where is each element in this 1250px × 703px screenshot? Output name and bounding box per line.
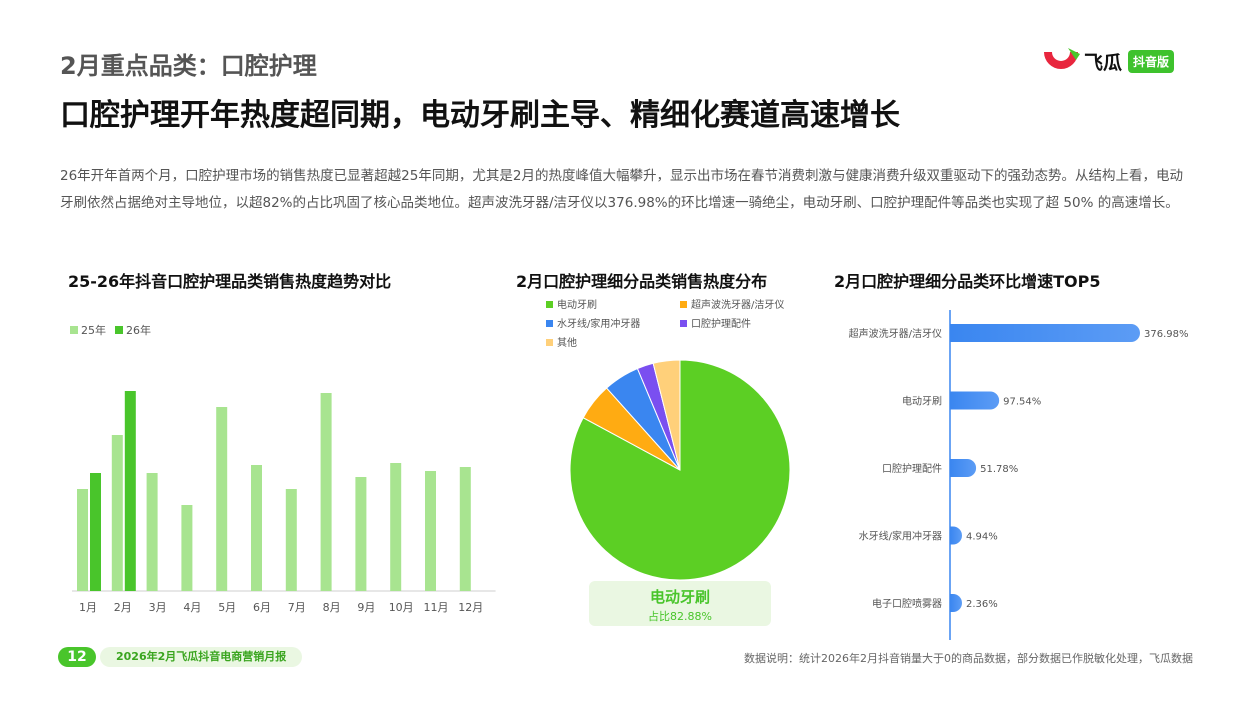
hbar-category-label: 电子口腔喷雾器 <box>872 597 942 610</box>
x-tick-label: 10月 <box>389 601 414 614</box>
hbar-3 <box>950 459 977 477</box>
pie-legend-swatch-5 <box>546 339 553 346</box>
x-tick-label: 2月 <box>114 601 132 614</box>
legend-label-2: 26年 <box>126 323 151 337</box>
x-tick-label: 8月 <box>323 601 341 614</box>
section-subtitle: 2月重点品类：口腔护理 <box>60 52 317 80</box>
intro-paragraph: 26年开年首两个月，口腔护理市场的销售热度已显著超越25年同期，尤其是2月的热度… <box>60 168 1183 211</box>
watermelon-logo-icon <box>1044 48 1080 69</box>
pie-legend-swatch-4 <box>680 320 687 327</box>
bar-25-5 <box>216 407 228 591</box>
growth-chart-title: 2月口腔护理细分品类环比增速TOP5 <box>834 272 1101 291</box>
bar-25-8 <box>320 393 332 591</box>
pie-legend-swatch-1 <box>546 301 553 308</box>
x-tick-label: 9月 <box>357 601 375 614</box>
bar-25-1 <box>77 489 88 591</box>
hbar-value-label: 97.54% <box>1003 397 1041 408</box>
bar-25-2 <box>111 435 123 591</box>
hbar-2 <box>950 391 1000 410</box>
hbar-5 <box>950 594 962 612</box>
x-tick-label: 11月 <box>424 601 449 614</box>
hbar-value-label: 2.36% <box>966 599 998 610</box>
page-number: 12 <box>58 647 96 667</box>
x-tick-label: 5月 <box>218 601 236 614</box>
brand-logo: 飞瓜 抖音版 <box>1040 44 1175 78</box>
x-tick-label: 3月 <box>149 601 167 614</box>
hbar-value-label: 376.98% <box>1144 329 1189 340</box>
hbar-1 <box>950 324 1140 342</box>
logo-name: 飞瓜 <box>1084 51 1123 74</box>
pie-chart-title: 2月口腔护理细分品类销售热度分布 <box>516 272 768 291</box>
logo-badge: 抖音版 <box>1128 49 1175 73</box>
x-tick-label: 7月 <box>288 601 306 614</box>
legend-label-1: 25年 <box>81 323 106 337</box>
x-tick-label: 6月 <box>253 601 271 614</box>
trend-bar-chart: 25年 26年 1月 2月 3月 4月 5月 6月 7月 8月 9月 10月 11月 12月 <box>70 323 496 614</box>
legend-swatch-2 <box>115 326 123 334</box>
pie-legend-label-5: 其他 <box>557 336 577 349</box>
bar-26-2 <box>124 391 136 591</box>
pie-legend-label-1: 电动牙刷 <box>557 298 597 311</box>
data-note: 数据说明：统计2026年2月抖音销量大于0的商品数据，部分数据已作脱敏化处理，飞… <box>744 652 1193 665</box>
hbar-category-label: 电动牙刷 <box>902 395 942 408</box>
legend-swatch-1 <box>70 326 78 334</box>
hbar-category-label: 超声波洗牙器/洁牙仪 <box>849 327 942 340</box>
pie-slice-5 <box>652 359 681 471</box>
bar-25-6 <box>251 465 262 591</box>
pie-legend-label-3: 水牙线/家用冲牙器 <box>557 317 640 330</box>
callout-share: 占比82.88% <box>648 610 712 623</box>
growth-hbar-chart: 超声波洗牙器/洁牙仪 376.98% 电动牙刷 97.54% 口腔护理配件 51.78% 水… <box>849 310 1189 640</box>
pie-legend-label-2: 超声波洗牙器/洁牙仪 <box>691 298 784 311</box>
pie-legend-label-4: 口腔护理配件 <box>691 317 751 330</box>
hbar-value-label: 51.78% <box>980 464 1018 475</box>
report-name: 2026年2月飞瓜抖音电商营销月报 <box>100 647 303 667</box>
bar-25-12 <box>459 467 471 591</box>
trend-chart-title: 25-26年抖音口腔护理品类销售热度趋势对比 <box>68 272 392 291</box>
bar-25-4 <box>181 505 193 591</box>
pie-callout: 电动牙刷 占比82.88% <box>589 581 771 626</box>
hbar-category-label: 口腔护理配件 <box>882 462 942 475</box>
hbar-category-label: 水牙线/家用冲牙器 <box>859 530 942 543</box>
x-tick-label: 4月 <box>183 601 201 614</box>
pie-legend-swatch-3 <box>546 320 553 327</box>
callout-label: 电动牙刷 <box>649 588 710 606</box>
hbar-value-label: 4.94% <box>966 532 998 543</box>
bar-25-9 <box>355 477 367 591</box>
bar-26-1 <box>90 473 101 591</box>
bar-25-10 <box>390 463 402 591</box>
hbar-4 <box>950 526 962 545</box>
x-tick-label: 12月 <box>458 601 483 614</box>
pie-legend-swatch-2 <box>680 301 687 308</box>
bar-25-3 <box>146 473 158 591</box>
bar-25-7 <box>285 489 297 591</box>
page-title: 口腔护理开年热度超同期，电动牙刷主导、精细化赛道高速增长 <box>60 98 900 133</box>
x-tick-label: 1月 <box>79 601 97 614</box>
bar-25-11 <box>425 471 436 591</box>
